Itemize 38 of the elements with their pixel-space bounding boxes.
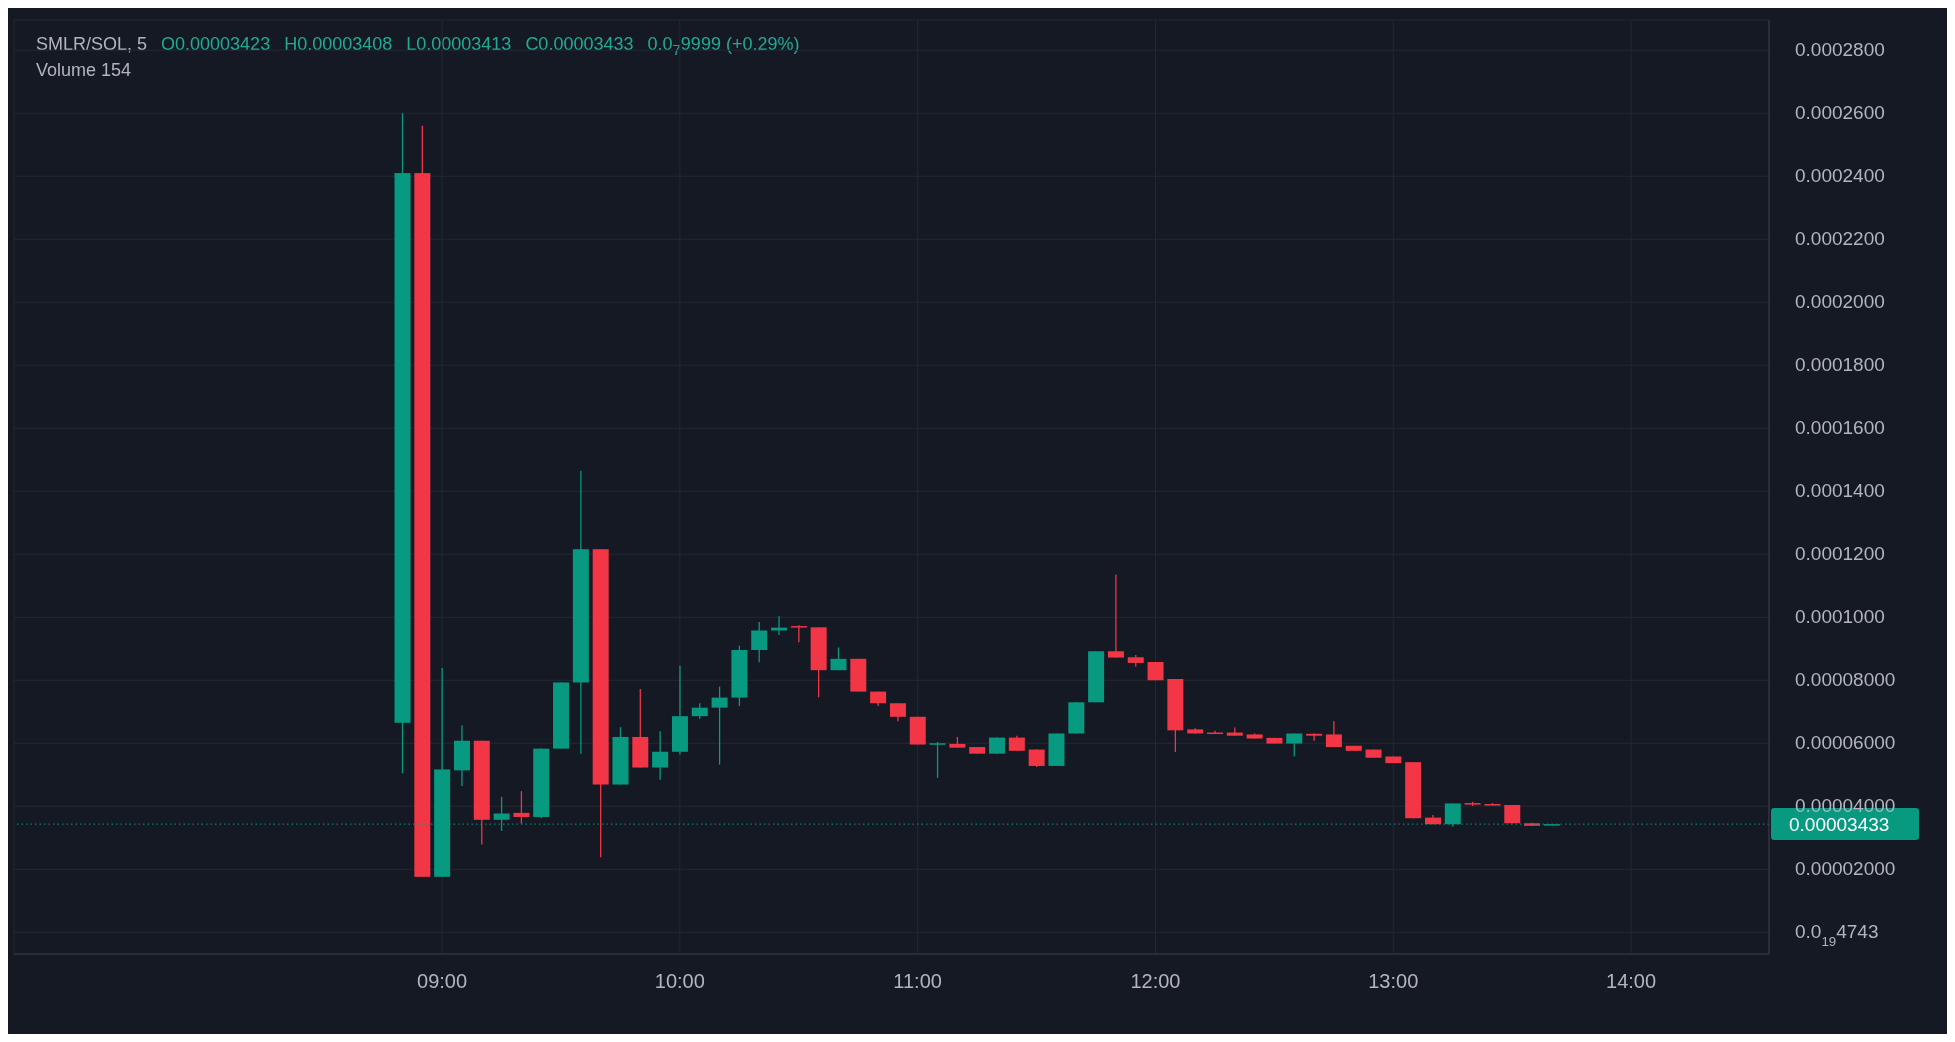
- y-tick-label: 0.0002400: [1795, 165, 1885, 187]
- y-tick-label: 0.0001800: [1795, 354, 1885, 376]
- y-tick-label: 0.0002600: [1795, 102, 1885, 124]
- candlestick: [1325, 720, 1342, 748]
- x-tick-label: 09:00: [417, 970, 468, 993]
- y-tick-label: 0.0001000: [1795, 606, 1885, 628]
- x-tick-label: 12:00: [1130, 970, 1181, 993]
- annotation: C0.00003433: [525, 34, 634, 56]
- y-tick-label: 0.00008000: [1795, 669, 1896, 691]
- candlestick: [1107, 573, 1124, 659]
- ref-line-label: 0.00003433: [1789, 814, 1890, 836]
- y-tick-label: 0.00002000: [1795, 858, 1896, 880]
- x-tick-label: 10:00: [654, 970, 705, 993]
- candlestick: [1286, 732, 1303, 758]
- y-tick-label: 0.0002200: [1795, 228, 1885, 250]
- candlestick: [790, 624, 807, 643]
- x-tick-label: 14:00: [1606, 970, 1657, 993]
- x-tick-label: 13:00: [1368, 970, 1419, 993]
- y-tick-label: 0.0$_{19}$4743: [1795, 921, 1879, 949]
- y-tick-label: 0.00006000: [1795, 732, 1896, 754]
- annotation: H0.00003408: [284, 34, 393, 56]
- candlestick: [652, 730, 669, 781]
- y-tick-label: 0.0002800: [1795, 39, 1885, 61]
- y-tick-label: 0.0001600: [1795, 417, 1885, 439]
- annotation: L0.00003413: [406, 34, 512, 56]
- candlestick: [751, 621, 768, 663]
- y-tick-label: 0.0001200: [1795, 543, 1885, 565]
- y-tick-label: 0.0001400: [1795, 480, 1885, 502]
- candlestick: [929, 741, 946, 779]
- annotation: Volume 154: [36, 60, 132, 81]
- candlestick: [1306, 732, 1323, 742]
- text: SMLR/SOL, 5: [36, 34, 148, 56]
- y-tick-label: 0.0002000: [1795, 291, 1885, 313]
- x-tick-label: 11:00: [893, 970, 942, 993]
- candlestick: [711, 685, 728, 766]
- candlestick: [513, 790, 530, 825]
- annotation: O0.00003423: [161, 34, 271, 56]
- annotation: 0.0$_{7}$9999 (+0.29%): [647, 34, 800, 58]
